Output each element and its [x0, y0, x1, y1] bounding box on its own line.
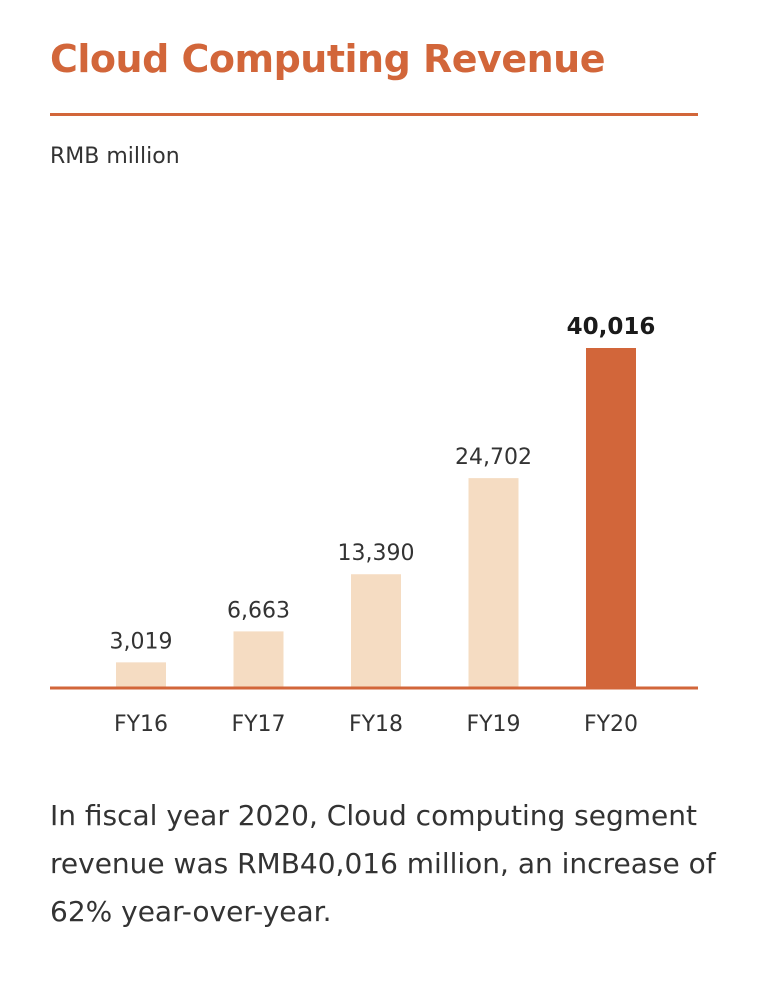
value-label-fy19: 24,702 [455, 445, 532, 470]
bar-fy18 [351, 574, 401, 688]
revenue-bar-chart: 3,019 FY16 6,663 FY17 13,390 FY18 24,702 FY19 40… [50, 314, 698, 737]
summary-text: In fiscal year 2020, Cloud computing seg… [50, 799, 716, 928]
category-label-fy18: FY18 [349, 712, 403, 737]
category-label-fy17: FY17 [231, 712, 285, 737]
value-label-fy18: 13,390 [338, 541, 415, 566]
value-label-fy17: 6,663 [227, 598, 290, 623]
category-label-fy20: FY20 [584, 712, 638, 737]
category-label-fy16: FY16 [114, 712, 168, 737]
bar-fy17 [233, 631, 284, 688]
title-divider [50, 113, 698, 116]
value-label-fy16: 3,019 [110, 629, 173, 654]
value-label-fy20: 40,016 [567, 314, 656, 340]
chart-title: Cloud Computing Revenue [50, 37, 605, 81]
category-label-fy19: FY19 [466, 712, 520, 737]
unit-label: RMB million [50, 144, 180, 169]
bar-fy20 [586, 348, 636, 688]
bar-fy16 [116, 662, 166, 688]
bar-fy19 [468, 478, 519, 688]
